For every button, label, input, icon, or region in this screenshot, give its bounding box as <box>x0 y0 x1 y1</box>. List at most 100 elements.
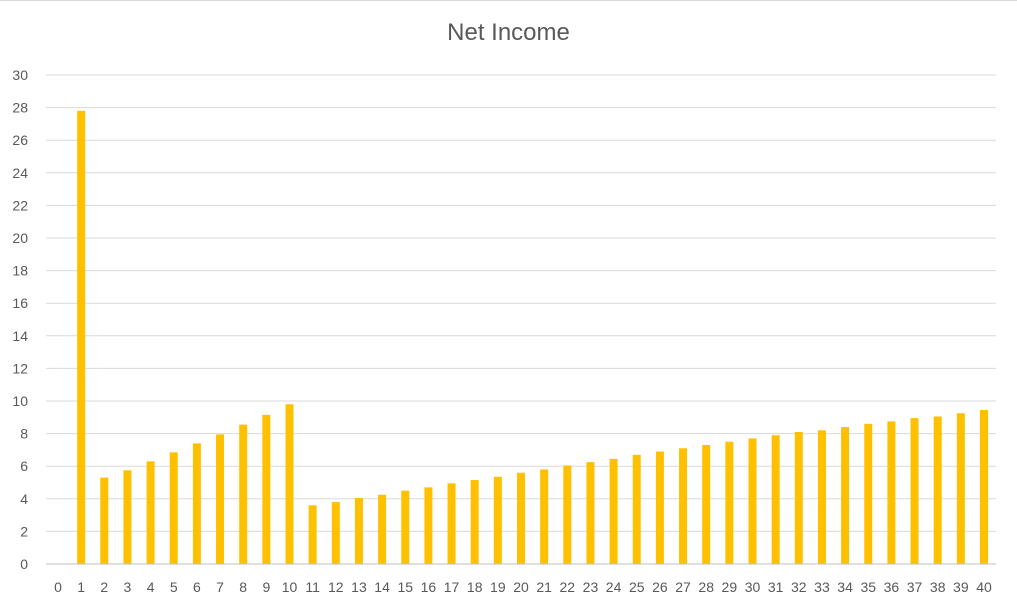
bar-38 <box>933 416 942 564</box>
y-tick-label: 16 <box>12 295 28 311</box>
bar-8 <box>239 424 248 564</box>
y-tick-label: 0 <box>20 556 28 572</box>
bar-23 <box>586 462 595 564</box>
bar-19 <box>493 476 502 564</box>
bar-6 <box>192 443 201 564</box>
x-tick-label: 5 <box>170 579 178 595</box>
bar-20 <box>517 472 525 564</box>
x-tick-label: 33 <box>814 579 830 595</box>
x-tick-label: 24 <box>606 579 622 595</box>
y-tick-label: 12 <box>12 360 28 376</box>
y-tick-label: 10 <box>12 393 28 409</box>
x-tick-label: 13 <box>351 579 367 595</box>
bar-32 <box>794 431 803 564</box>
bar-1 <box>77 110 86 565</box>
bar-37 <box>910 418 919 564</box>
bar-12 <box>331 502 340 564</box>
y-tick-label: 28 <box>12 100 28 116</box>
x-tick-label: 15 <box>397 579 413 595</box>
x-tick-label: 36 <box>884 579 900 595</box>
x-tick-label: 18 <box>467 579 483 595</box>
bar-22 <box>563 465 572 564</box>
y-tick-label: 24 <box>12 165 28 181</box>
x-tick-label: 8 <box>239 579 247 595</box>
bar-40 <box>980 409 988 564</box>
y-tick-label: 30 <box>12 67 28 83</box>
y-tick-label: 6 <box>20 458 28 474</box>
bar-27 <box>679 448 688 564</box>
bar-14 <box>378 494 387 564</box>
y-tick-label: 20 <box>12 230 28 246</box>
bar-35 <box>864 423 873 564</box>
x-tick-label: 37 <box>907 579 923 595</box>
x-tick-label: 25 <box>629 579 645 595</box>
x-tick-label: 35 <box>860 579 876 595</box>
bar-18 <box>470 480 479 564</box>
bar-31 <box>771 435 780 564</box>
x-tick-label: 2 <box>100 579 108 595</box>
bar-36 <box>887 421 896 564</box>
y-tick-label: 22 <box>12 197 28 213</box>
x-tick-label: 26 <box>652 579 668 595</box>
y-tick-label: 2 <box>20 523 28 539</box>
x-tick-label: 16 <box>421 579 437 595</box>
chart-title: Net Income <box>447 19 570 46</box>
bar-10 <box>285 404 294 564</box>
x-tick-label: 27 <box>675 579 691 595</box>
bar-28 <box>702 445 711 564</box>
bar-39 <box>956 413 965 564</box>
x-tick-label: 7 <box>216 579 224 595</box>
x-tick-label: 9 <box>262 579 270 595</box>
bar-7 <box>216 434 225 564</box>
x-tick-label: 21 <box>536 579 552 595</box>
x-tick-label: 40 <box>976 579 992 595</box>
bar-24 <box>609 458 618 564</box>
bar-9 <box>262 414 271 564</box>
y-tick-label: 4 <box>20 491 28 507</box>
x-tick-label: 12 <box>328 579 344 595</box>
x-tick-label: 0 <box>54 579 62 595</box>
x-tick-label: 14 <box>374 579 390 595</box>
bar-26 <box>655 451 664 564</box>
bar-25 <box>632 454 641 564</box>
bar-11 <box>308 505 317 564</box>
x-tick-label: 3 <box>124 579 132 595</box>
bar-33 <box>817 430 826 564</box>
bar-3 <box>123 470 132 564</box>
x-tick-label: 23 <box>583 579 599 595</box>
y-tick-label: 26 <box>12 132 28 148</box>
y-tick-label: 8 <box>20 426 28 442</box>
x-tick-label: 31 <box>768 579 784 595</box>
bar-15 <box>401 490 410 564</box>
x-tick-label: 4 <box>147 579 155 595</box>
x-tick-label: 39 <box>953 579 969 595</box>
x-tick-label: 34 <box>837 579 853 595</box>
y-tick-label: 14 <box>12 328 28 344</box>
x-tick-label: 32 <box>791 579 807 595</box>
bar-5 <box>169 452 178 564</box>
x-tick-label: 30 <box>745 579 761 595</box>
x-tick-label: 17 <box>444 579 460 595</box>
bar-13 <box>354 497 363 564</box>
x-tick-label: 19 <box>490 579 506 595</box>
x-tick-label: 28 <box>698 579 714 595</box>
bar-29 <box>725 441 734 564</box>
bar-4 <box>146 461 155 564</box>
bar-34 <box>841 427 850 564</box>
bar-21 <box>540 469 549 564</box>
x-tick-label: 1 <box>77 579 85 595</box>
x-tick-label: 11 <box>305 579 320 595</box>
x-tick-label: 29 <box>722 579 738 595</box>
x-tick-label: 10 <box>282 579 298 595</box>
bar-2 <box>100 477 109 564</box>
x-tick-label: 6 <box>193 579 201 595</box>
x-tick-label: 20 <box>513 579 529 595</box>
x-tick-label: 22 <box>560 579 576 595</box>
y-tick-label: 18 <box>12 263 28 279</box>
x-tick-label: 38 <box>930 579 946 595</box>
bar-30 <box>748 438 757 564</box>
bar-17 <box>447 483 456 564</box>
bar-16 <box>424 487 433 564</box>
